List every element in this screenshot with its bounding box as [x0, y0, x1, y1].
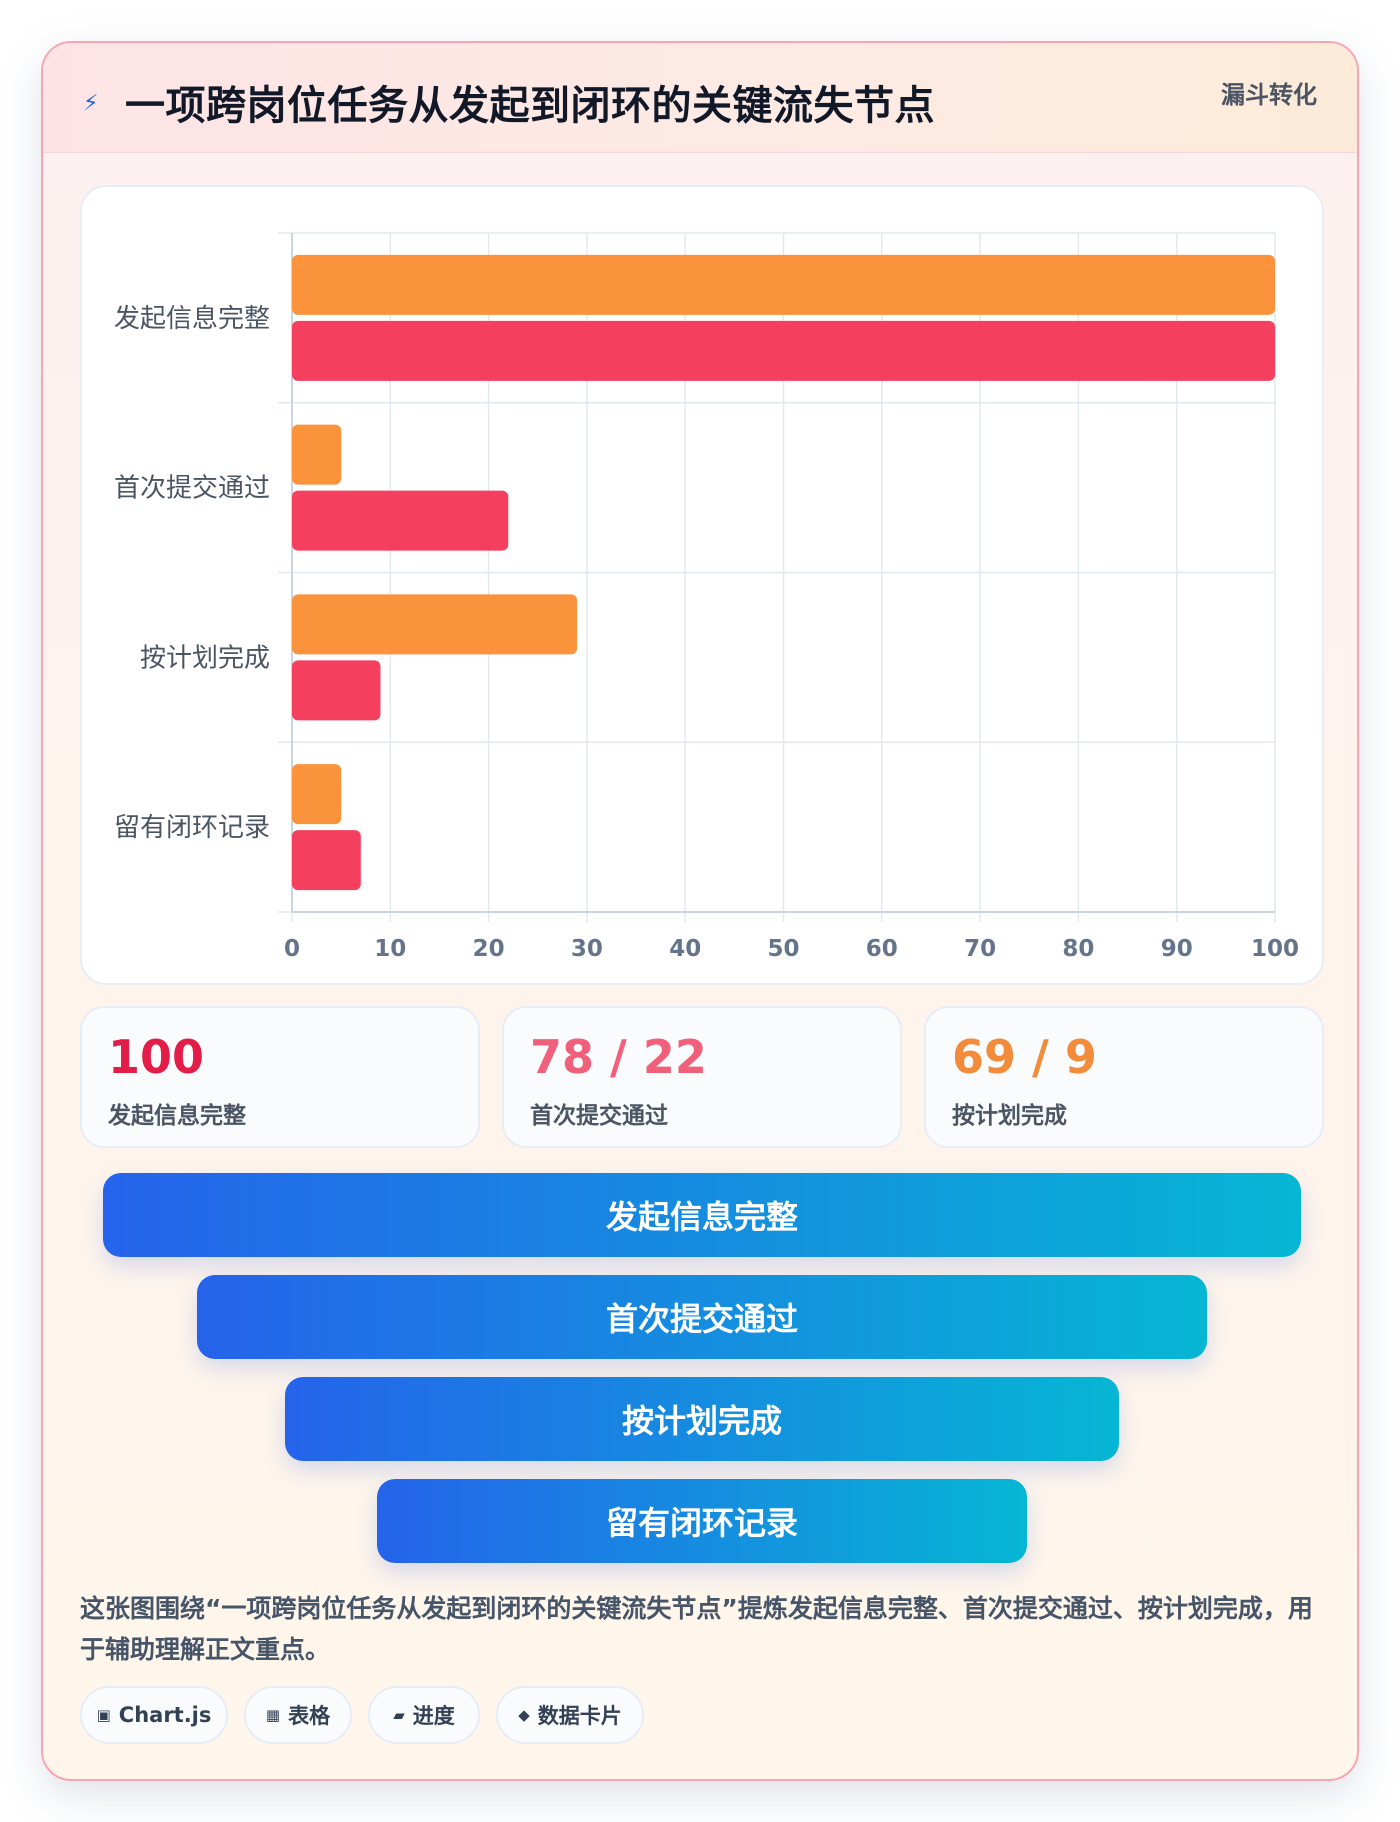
- x-tick-label: 30: [571, 936, 603, 962]
- x-tick-label: 50: [767, 936, 799, 962]
- figure-caption: 这张图围绕“一项跨岗位任务从发起到闭环的关键流失节点”提炼发起信息完整、首次提交…: [80, 1594, 1313, 1664]
- chip-label: Chart.js: [118, 1703, 212, 1727]
- chip-progress[interactable]: ▰ 进度: [368, 1686, 480, 1744]
- stat-value: 69 / 9: [952, 1030, 1097, 1084]
- category-label: 首次提交通过: [114, 474, 270, 504]
- x-tick-label: 20: [473, 936, 505, 962]
- card-header: ⚡ 一项跨岗位任务从发起到闭环的关键流失节点 漏斗转化: [43, 43, 1357, 153]
- stat-card: 100 发起信息完整: [80, 1006, 480, 1148]
- progress-icon: ▰: [393, 1706, 405, 1724]
- stat-label: 发起信息完整: [108, 1103, 246, 1129]
- bar: [292, 490, 509, 551]
- x-tick-label: 60: [866, 936, 898, 962]
- stat-card: 78 / 22 首次提交通过: [502, 1006, 902, 1148]
- funnel-stage: 留有闭环记录: [377, 1479, 1027, 1563]
- chip-chartjs[interactable]: ▣ Chart.js: [80, 1686, 228, 1744]
- funnel-stage: 发起信息完整: [103, 1173, 1301, 1257]
- stat-label: 按计划完成: [952, 1103, 1067, 1129]
- card-title: 一项跨岗位任务从发起到闭环的关键流失节点: [125, 83, 935, 129]
- stat-value: 78 / 22: [530, 1030, 707, 1084]
- x-tick-label: 40: [669, 936, 701, 962]
- category-label: 留有闭环记录: [114, 813, 270, 843]
- x-tick-label: 0: [284, 936, 300, 962]
- x-tick-label: 90: [1161, 936, 1193, 962]
- bar: [292, 764, 342, 825]
- square-icon: ▣: [96, 1706, 111, 1724]
- chip-label: 表格: [288, 1704, 331, 1728]
- category-label: 发起信息完整: [114, 304, 270, 334]
- diamond-icon: ◆: [518, 1706, 530, 1724]
- lightning-bolt-icon: ⚡: [83, 91, 99, 116]
- chip-table[interactable]: ▦ 表格: [244, 1686, 352, 1744]
- x-tick-label: 70: [964, 936, 996, 962]
- stat-label: 首次提交通过: [530, 1103, 668, 1129]
- funnel-stage: 按计划完成: [285, 1377, 1119, 1461]
- chip-data-card[interactable]: ◆ 数据卡片: [496, 1686, 644, 1744]
- bar: [292, 254, 1275, 315]
- bar: [292, 320, 1275, 381]
- x-tick-label: 80: [1062, 936, 1094, 962]
- figure-card: ⚡ 一项跨岗位任务从发起到闭环的关键流失节点 漏斗转化 发起信息完整 首次提交通过…: [41, 41, 1359, 1781]
- bar: [292, 594, 578, 655]
- bar: [292, 830, 361, 891]
- chip-label: 进度: [412, 1704, 455, 1728]
- table-icon: ▦: [265, 1706, 281, 1724]
- funnel-stage: 首次提交通过: [197, 1275, 1207, 1359]
- chip-label: 数据卡片: [537, 1704, 622, 1728]
- bar: [292, 660, 381, 721]
- chart-type-tag: 漏斗转化: [1221, 81, 1317, 109]
- stat-value: 100: [108, 1030, 205, 1084]
- stat-card: 69 / 9 按计划完成: [924, 1006, 1324, 1148]
- stat-cards: 100 发起信息完整 78 / 22 首次提交通过 69 / 9 按计划完成: [80, 1006, 1324, 1148]
- bar: [292, 424, 342, 485]
- x-tick-label: 100: [1251, 936, 1299, 962]
- category-label: 按计划完成: [140, 643, 270, 673]
- x-tick-label: 10: [374, 936, 406, 962]
- chart-panel: 发起信息完整 首次提交通过按计划完成留有闭环记录 0 10 20 30 40 50 60 70 80…: [80, 185, 1324, 985]
